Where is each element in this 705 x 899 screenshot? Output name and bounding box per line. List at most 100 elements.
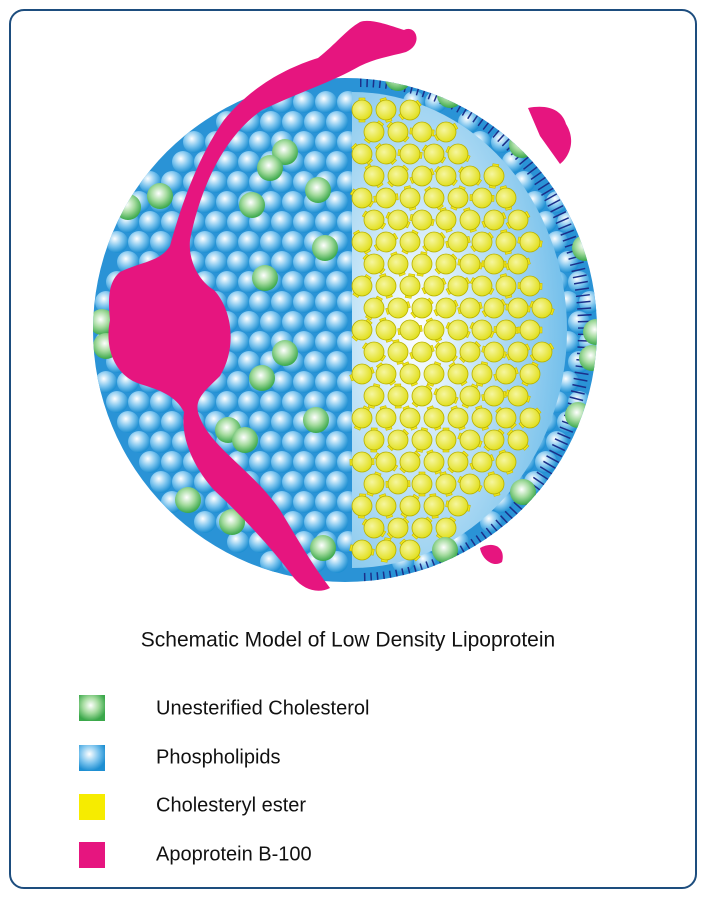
phospholipid [249, 131, 271, 153]
phospholipid [238, 311, 260, 333]
phospholipid [304, 431, 326, 453]
ester [496, 232, 516, 252]
phospholipid [216, 271, 238, 293]
phospholipid [304, 351, 326, 373]
phospholipid [271, 211, 293, 233]
ester [388, 342, 408, 362]
legend-label: Phospholipids [156, 746, 281, 768]
phospholipid [139, 211, 161, 233]
phospholipid [304, 151, 326, 173]
ester [424, 188, 444, 208]
phospholipid [205, 251, 227, 273]
ester [400, 320, 420, 340]
ester [412, 430, 432, 450]
cholesterol [232, 427, 258, 453]
page: Schematic Model of Low Density Lipoprote… [0, 0, 705, 894]
ester [388, 386, 408, 406]
phospholipid [326, 431, 348, 453]
ester [448, 408, 468, 428]
ester [448, 188, 468, 208]
ester [364, 518, 384, 538]
ester [484, 474, 504, 494]
phospholipid [326, 471, 348, 493]
ester [412, 518, 432, 538]
phospholipid [260, 111, 282, 133]
ester [364, 298, 384, 318]
ester [460, 210, 480, 230]
ester [352, 452, 372, 472]
ester [436, 474, 456, 494]
ester [424, 144, 444, 164]
ester [424, 276, 444, 296]
ester [376, 452, 396, 472]
ester [400, 540, 420, 560]
phospholipid [249, 451, 271, 473]
legend-swatch [79, 842, 105, 868]
phospholipid [546, 431, 568, 453]
phospholipid [326, 271, 348, 293]
ester [436, 386, 456, 406]
cholesterol [147, 183, 173, 209]
caption: Schematic Model of Low Density Lipoprote… [141, 629, 555, 652]
ester [352, 232, 372, 252]
phospholipid [227, 291, 249, 313]
phospholipid [139, 411, 161, 433]
phospholipid [161, 411, 183, 433]
phospholipid [249, 331, 271, 353]
phospholipid [315, 131, 337, 153]
ester [364, 122, 384, 142]
phospholipid [282, 271, 304, 293]
phospholipid [139, 451, 161, 473]
ester [388, 254, 408, 274]
ester [496, 408, 516, 428]
legend-swatch [79, 745, 105, 771]
ester [532, 298, 552, 318]
ester [472, 364, 492, 384]
cholesterol [303, 407, 329, 433]
legend-label: Cholesteryl ester [156, 794, 306, 816]
ester [376, 188, 396, 208]
ester [412, 210, 432, 230]
ester [484, 254, 504, 274]
ester [484, 210, 504, 230]
ester [412, 342, 432, 362]
phospholipid [315, 211, 337, 233]
phospholipid [326, 111, 348, 133]
ester [484, 166, 504, 186]
ester [436, 430, 456, 450]
legend-label: Apoprotein B-100 [156, 843, 312, 865]
phospholipid [238, 391, 260, 413]
ester [388, 474, 408, 494]
ester [520, 408, 540, 428]
phospholipid [216, 231, 238, 253]
ester [460, 386, 480, 406]
phospholipid [282, 431, 304, 453]
phospholipid [260, 231, 282, 253]
phospholipid [293, 211, 315, 233]
ester [520, 320, 540, 340]
cholesterol [310, 535, 336, 561]
phospholipid [161, 451, 183, 473]
ester [496, 276, 516, 296]
phospholipid [128, 431, 150, 453]
ester [496, 364, 516, 384]
phospholipid [260, 311, 282, 333]
phospholipid [282, 471, 304, 493]
ester [376, 496, 396, 516]
ester [388, 166, 408, 186]
ester [412, 298, 432, 318]
ester [472, 276, 492, 296]
phospholipid [260, 431, 282, 453]
cholesterol [272, 340, 298, 366]
ester [472, 408, 492, 428]
phospholipid [128, 391, 150, 413]
phospholipid [227, 171, 249, 193]
phospholipid [304, 311, 326, 333]
ester [424, 320, 444, 340]
ester [520, 276, 540, 296]
ester [508, 386, 528, 406]
phospholipid [282, 191, 304, 213]
ester [352, 188, 372, 208]
phospholipid [216, 191, 238, 213]
phospholipid [260, 391, 282, 413]
